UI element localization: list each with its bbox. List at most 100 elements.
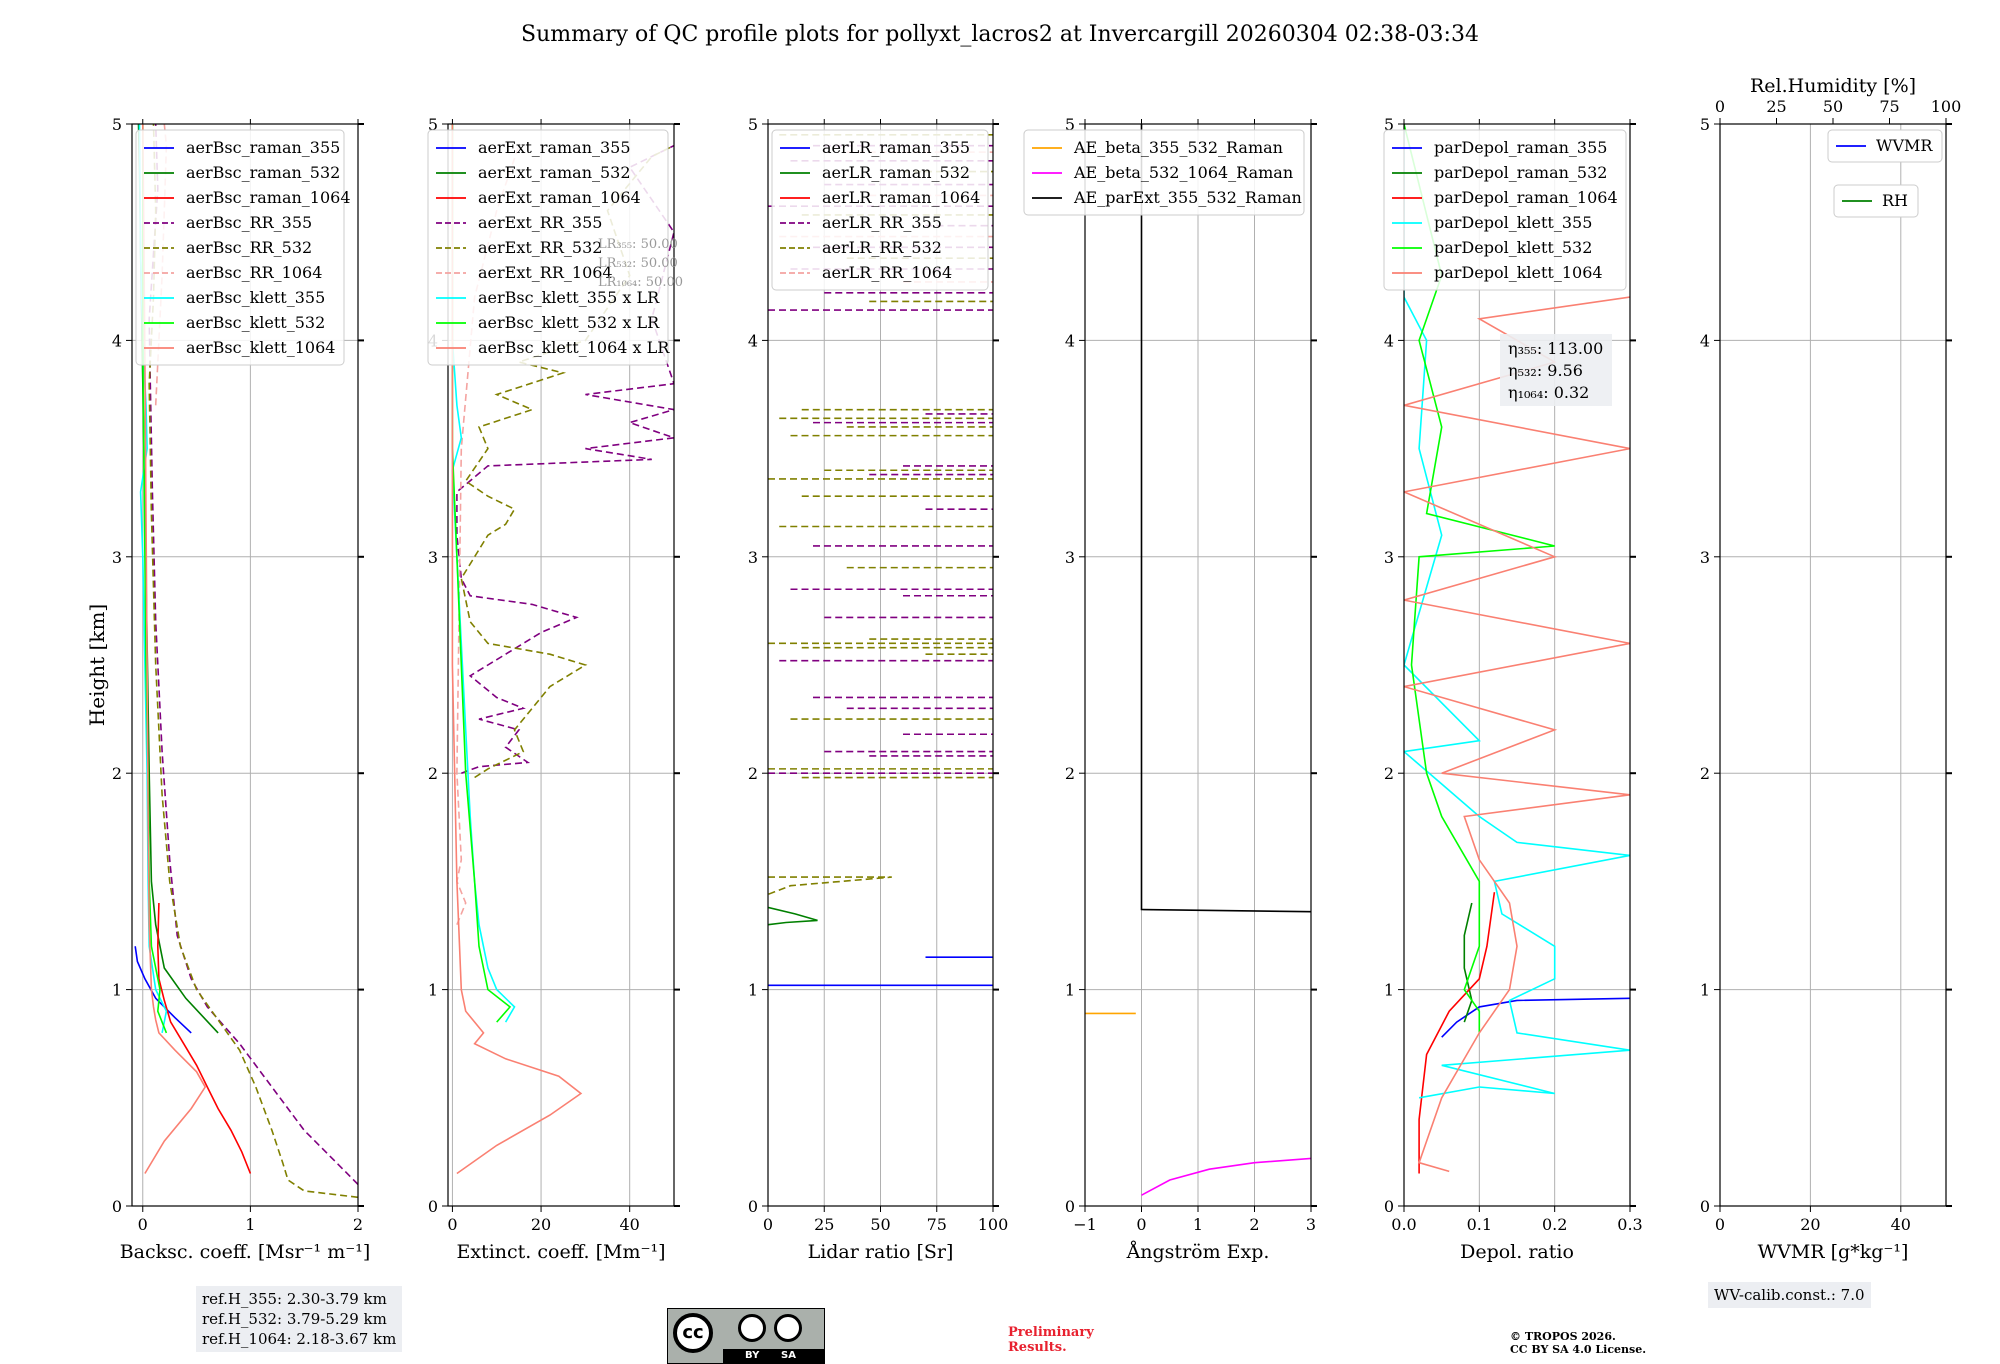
legend-label: aerExt_RR_1064 — [478, 263, 613, 282]
y-tick-label: 0 — [428, 1197, 438, 1216]
copyright-line-2: CC BY SA 4.0 License. — [1510, 1343, 1647, 1356]
y-tick-label: 0 — [112, 1197, 122, 1216]
legend-label: parDepol_raman_1064 — [1434, 188, 1618, 207]
legend-label: aerBsc_klett_1064 — [186, 338, 335, 357]
y-tick-label: 4 — [112, 331, 122, 350]
legend-label: aerExt_raman_355 — [478, 138, 631, 157]
x-tick-label: 0 — [763, 1215, 773, 1234]
series-group — [1404, 124, 1630, 1174]
legend-label: RH — [1882, 191, 1908, 210]
x-tick-label: 0 — [1715, 1215, 1725, 1234]
y-tick-label: 2 — [428, 764, 438, 783]
lr-annotation: LR₁₀₆₄: 50.00 — [598, 275, 683, 290]
figure-title: Summary of QC profile plots for pollyxt_… — [521, 22, 1479, 47]
eta-annotation: η₅₃₂: 9.56 — [1508, 361, 1583, 380]
legend-label: AE_parExt_355_532_Raman — [1073, 188, 1302, 207]
x2-tick-label: 0 — [1715, 97, 1725, 116]
series-aerBsc_raman_1064 — [156, 902, 252, 1174]
y-tick-label: 3 — [1700, 548, 1710, 567]
series-aerLR_raman_532 — [768, 906, 818, 926]
series-aerBsc_RR_532 — [148, 124, 358, 1199]
by-person-icon — [738, 1314, 766, 1342]
legend-label: parDepol_raman_355 — [1434, 138, 1607, 157]
y-tick-label: 5 — [1700, 115, 1710, 134]
y-tick-label: 5 — [112, 115, 122, 134]
y-tick-label: 0 — [748, 1197, 758, 1216]
x2-tick-label: 50 — [1823, 97, 1843, 116]
legend-label: aerExt_RR_355 — [478, 213, 602, 232]
legend-label: aerBsc_raman_355 — [186, 138, 340, 157]
axes-frame — [1403, 123, 1631, 1207]
copyright-line-1: © TROPOS 2026. — [1510, 1330, 1616, 1343]
x-tick-label: 2 — [353, 1215, 363, 1234]
x-tick-label: 0.2 — [1542, 1215, 1567, 1234]
y-tick-label: 3 — [1384, 548, 1394, 567]
series-parDepol_raman_1064 — [1418, 892, 1496, 1174]
series-group — [768, 134, 993, 987]
x-tick-label: 20 — [1800, 1215, 1820, 1234]
y-tick-label: 2 — [112, 764, 122, 783]
legend-label: AE_beta_355_532_Raman — [1073, 138, 1283, 157]
x-tick-label: 0.0 — [1391, 1215, 1416, 1234]
series-aerBsc_klett_355 x LR — [451, 124, 516, 1023]
x-tick-label: 1 — [1193, 1215, 1203, 1234]
y-tick-label: 2 — [748, 764, 758, 783]
eta-box — [1500, 334, 1612, 406]
series-aerExt_RR_1064 — [456, 145, 520, 926]
legend-label: parDepol_raman_532 — [1434, 163, 1607, 182]
y-tick-label: 0 — [1384, 1197, 1394, 1216]
legend-label: aerBsc_klett_355 — [186, 288, 325, 307]
series-aerBsc_klett_1064 — [142, 124, 207, 1174]
x-tick-label: 2 — [1249, 1215, 1259, 1234]
lr-annotation: LR₅₃₂: 50.00 — [598, 256, 678, 271]
x-tick-label: 0 — [1136, 1215, 1146, 1234]
legend-box — [1023, 129, 1305, 216]
cc-logo-icon: cc — [673, 1313, 713, 1353]
legend-label: aerBsc_klett_532 x LR — [478, 313, 660, 332]
legend-label: aerBsc_raman_1064 — [186, 188, 351, 207]
legend-label: aerBsc_raman_532 — [186, 163, 340, 182]
series-parDepol_raman_355 — [1441, 997, 1630, 1038]
legend-label: WVMR — [1876, 136, 1933, 155]
y-tick-label: 1 — [1700, 981, 1710, 1000]
series-AE_parExt_355_532_Raman — [1140, 124, 1311, 913]
legend-label: aerBsc_RR_355 — [186, 213, 312, 232]
series-aerLR_RR_532 — [768, 876, 892, 896]
y-tick-label: 1 — [112, 981, 122, 1000]
legend-label: parDepol_klett_1064 — [1434, 263, 1603, 282]
x-tick-label: 0.1 — [1467, 1215, 1492, 1234]
preliminary-note: Preliminary Results. — [1008, 1325, 1094, 1355]
y-tick-label: 4 — [1065, 331, 1075, 350]
x-axis-label: Ångström Exp. — [1126, 1241, 1270, 1263]
lr-annotation: LR₃₅₅: 50.00 — [598, 237, 678, 252]
y-tick-label: 5 — [428, 115, 438, 134]
y-tick-label: 3 — [1065, 548, 1075, 567]
legend-label: aerExt_raman_532 — [478, 163, 631, 182]
y-tick-label: 5 — [1065, 115, 1075, 134]
legend-box — [1833, 184, 1919, 218]
wv-calibration-box: WV-calib.const.: 7.0 — [1708, 1282, 1871, 1308]
x-tick-label: 25 — [814, 1215, 834, 1234]
x2-axis-label: Rel.Humidity [%] — [1750, 75, 1916, 97]
x-axis-label: Depol. ratio — [1460, 1241, 1574, 1263]
axes-frame — [131, 123, 359, 1207]
x-tick-label: 3 — [1306, 1215, 1316, 1234]
y-tick-label: 4 — [1700, 331, 1710, 350]
series-parDepol_klett_355 — [1404, 124, 1630, 1099]
x-axis-label: WVMR [g*kg⁻¹] — [1758, 1241, 1909, 1263]
axes-frame — [1719, 123, 1947, 1207]
legend-label: aerLR_raman_355 — [822, 138, 970, 157]
legend-box — [427, 129, 669, 366]
legend-label: aerExt_raman_1064 — [478, 188, 641, 207]
legend-label: aerLR_raman_532 — [822, 163, 970, 182]
panel-3: 0 25 50 75 100 0 1 2 3 4 5 Lidar ratio [Sr] aerLR_ra… — [748, 115, 1008, 1263]
y-tick-label: 1 — [748, 981, 758, 1000]
y-tick-label: 3 — [112, 548, 122, 567]
y-tick-label: 2 — [1700, 764, 1710, 783]
legend-label: aerBsc_klett_1064 x LR — [478, 338, 670, 357]
x-tick-label: 50 — [870, 1215, 890, 1234]
x-axis-label: Backsc. coeff. [Msr⁻¹ m⁻¹] — [120, 1241, 371, 1263]
reference-height-box: ref.H_355: 2.30-3.79 km ref.H_532: 3.79-… — [196, 1286, 403, 1352]
